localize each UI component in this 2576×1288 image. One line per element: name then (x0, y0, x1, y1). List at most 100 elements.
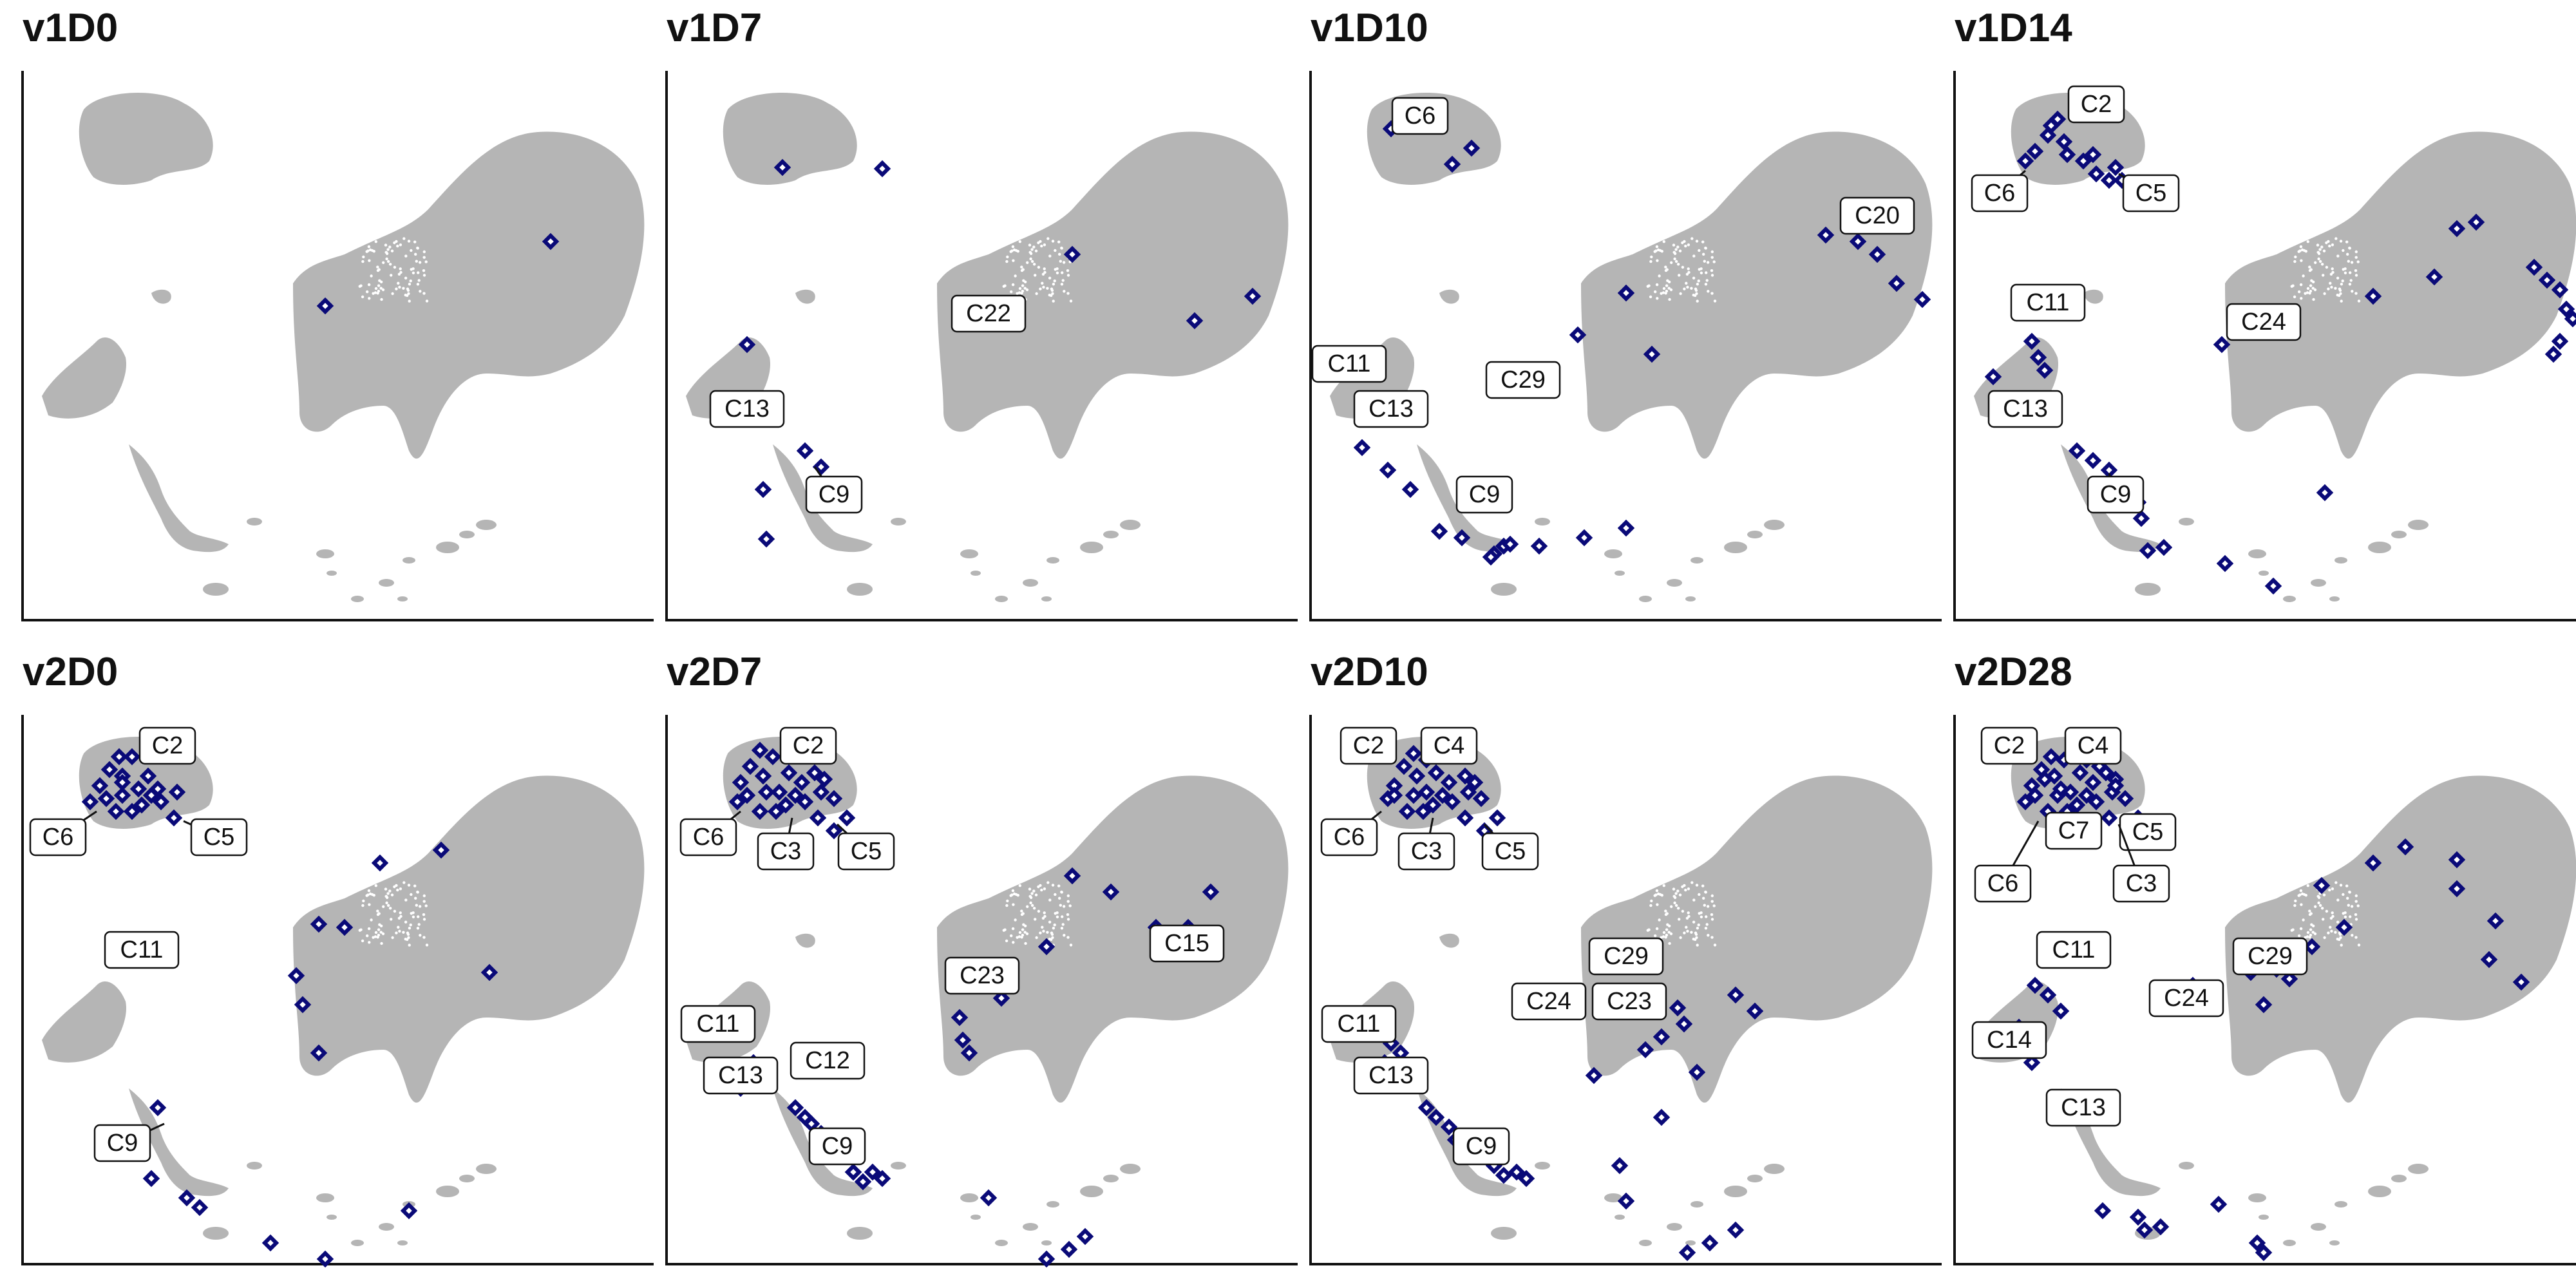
data-point (2467, 213, 2485, 231)
cluster-label: C6 (1987, 870, 2019, 897)
data-point (133, 796, 151, 814)
data-point (2364, 854, 2382, 872)
data-point (796, 793, 814, 811)
cluster-label-box (1353, 390, 1429, 428)
data-point (1501, 535, 1519, 553)
cluster-label: C13 (2061, 1094, 2106, 1121)
data-point (432, 841, 450, 859)
cluster-label: C11 (120, 936, 164, 963)
cluster-label-box (709, 390, 785, 428)
data-point (2396, 838, 2414, 856)
data-point (2087, 793, 2105, 811)
data-point (2132, 509, 2150, 527)
points (316, 232, 560, 315)
panel-v1d0: v1D0 (21, 0, 654, 641)
data-point (97, 790, 115, 808)
cluster-label-box (1839, 196, 1915, 235)
data-point (2335, 918, 2353, 936)
data-point (2216, 554, 2234, 573)
data-point (1575, 529, 1593, 547)
data-point (1984, 368, 2002, 386)
cluster-label-box (93, 1124, 151, 1162)
cluster-label-box (2045, 811, 2103, 850)
cluster-label: C6 (1984, 180, 2016, 207)
data-point (2036, 770, 2054, 788)
data-point (1701, 1234, 1719, 1252)
cluster-label: C2 (1994, 732, 2025, 759)
data-point (764, 748, 782, 766)
data-point (732, 773, 750, 791)
cluster-label: C11 (2052, 936, 2096, 963)
cluster-label-box (104, 931, 180, 969)
data-point (2213, 336, 2231, 354)
data-point (754, 480, 772, 498)
cluster-label: C3 (770, 838, 802, 865)
data-point (951, 1009, 969, 1027)
data-point (1643, 345, 1661, 363)
data-point (992, 989, 1010, 1007)
cluster-label: C7 (2058, 817, 2090, 844)
cluster-label-box (2226, 303, 2302, 341)
data-point (1434, 786, 1452, 804)
data-point (1076, 1227, 1094, 1245)
data-point (2139, 542, 2157, 560)
data-point (2544, 345, 2562, 363)
data-point (1746, 1002, 1764, 1020)
cluster-label: C24 (2241, 308, 2286, 336)
data-point (294, 996, 312, 1014)
data-point (825, 790, 843, 808)
data-point (2525, 258, 2543, 276)
cluster-label-box (1321, 1005, 1397, 1043)
data-point (1353, 439, 1371, 457)
data-point (1653, 1108, 1671, 1126)
cluster-label: C11 (1328, 350, 1371, 377)
data-point (751, 802, 769, 820)
cluster-label-box (1420, 726, 1478, 765)
data-point (954, 1031, 972, 1049)
data-point (191, 1198, 209, 1217)
panel-title: v2D0 (23, 650, 118, 694)
data-point (123, 802, 141, 820)
data-point (1398, 802, 1416, 820)
data-point (2068, 796, 2086, 814)
data-point (2448, 880, 2466, 898)
data-point (1424, 796, 1442, 814)
cluster-label-box (1511, 982, 1587, 1021)
panel-v1d14: v1D14 C2 C6 C5 C11 C24 C13 C9 (1953, 0, 2576, 641)
data-point (1675, 1015, 1693, 1033)
cluster-label-box (2148, 979, 2224, 1018)
data-point (152, 793, 170, 811)
cluster-label-box (2119, 813, 2177, 851)
cluster-label-box (1149, 924, 1225, 963)
data-point (480, 963, 498, 981)
data-point (2084, 146, 2102, 164)
cluster-label-box (680, 1005, 756, 1043)
cluster-label: C6 (1334, 824, 1365, 851)
data-point (838, 809, 856, 827)
data-point (738, 786, 756, 804)
cluster-label-box (1311, 345, 1387, 383)
data-point (1408, 767, 1426, 785)
cluster-label: C11 (697, 1010, 740, 1037)
cluster-label: C5 (204, 824, 235, 851)
data-point (2210, 1195, 2228, 1213)
scatter-plot: C2 C6 C3 C5 C15 C23 C11 C12 C13 C9 (665, 715, 1298, 1268)
data-point (1202, 883, 1220, 901)
cluster-label-box (1971, 174, 2029, 213)
data-point (2036, 361, 2054, 379)
data-point (2023, 332, 2041, 350)
data-point (1430, 522, 1448, 540)
cluster-label: C24 (1526, 988, 1571, 1015)
points (738, 158, 1262, 548)
cluster-label: C23 (1607, 988, 1652, 1015)
cluster-label-box (2010, 283, 2086, 322)
cluster-label-box (1452, 1127, 1510, 1166)
data-point (2303, 938, 2321, 956)
data-point (757, 783, 775, 801)
cluster-label-box (2036, 931, 2112, 969)
cluster-label: C29 (1604, 943, 1649, 970)
cluster-labels: C2 C4 C7 C5 C6 C3 C11 C29 C24 C14 C13 (1971, 726, 2308, 1127)
data-point (1405, 786, 1423, 804)
cluster-label: C2 (2081, 91, 2112, 118)
scatter-plot: C2 C6 C5 C11 C24 C13 C9 (1953, 71, 2576, 621)
